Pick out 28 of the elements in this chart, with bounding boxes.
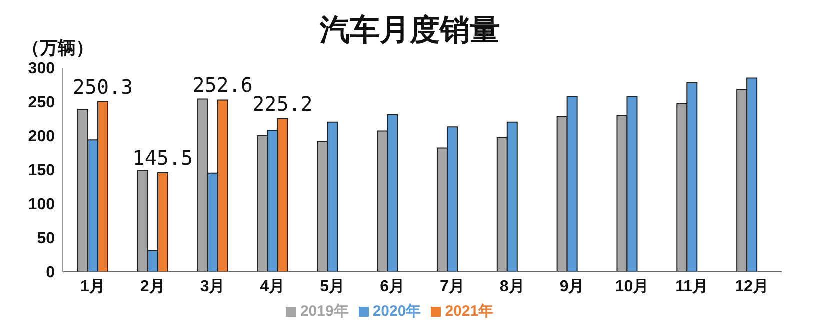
y-tick-label: 300 <box>28 60 56 78</box>
data-label: 225.2 <box>252 92 313 116</box>
data-label: 250.3 <box>72 74 134 99</box>
x-tick-label: 9月 <box>560 278 585 296</box>
x-tick-label: 7月 <box>440 278 465 296</box>
x-tick-label: 5月 <box>320 278 346 296</box>
data-label: 145.5 <box>132 146 194 170</box>
x-tick-label: 2月 <box>140 278 166 296</box>
legend-label: 2020年 <box>372 303 422 320</box>
y-tick-label: 100 <box>28 196 56 214</box>
y-axis-title: （万辆） <box>22 37 94 60</box>
y-tick-label: 200 <box>28 128 56 146</box>
legend-label: 2019年 <box>300 303 349 320</box>
x-tick-label: 4月 <box>260 278 286 296</box>
x-tick-label: 3月 <box>200 278 226 296</box>
x-tick-label: 10月 <box>615 278 650 296</box>
y-tick-label: 50 <box>37 230 56 248</box>
data-label: 252.6 <box>192 73 253 98</box>
x-tick-label: 1月 <box>80 278 106 296</box>
x-tick-label: 12月 <box>735 278 769 296</box>
x-tick-label: 11月 <box>676 278 709 296</box>
legend-label: 2021年 <box>445 303 494 320</box>
y-tick-label: 250 <box>28 94 56 112</box>
y-tick-label: 0 <box>46 264 56 282</box>
y-tick-label: 150 <box>28 162 56 180</box>
chart-title: 汽车月度销量 <box>320 14 500 47</box>
x-tick-label: 8月 <box>500 278 525 296</box>
x-tick-label: 6月 <box>380 278 405 296</box>
